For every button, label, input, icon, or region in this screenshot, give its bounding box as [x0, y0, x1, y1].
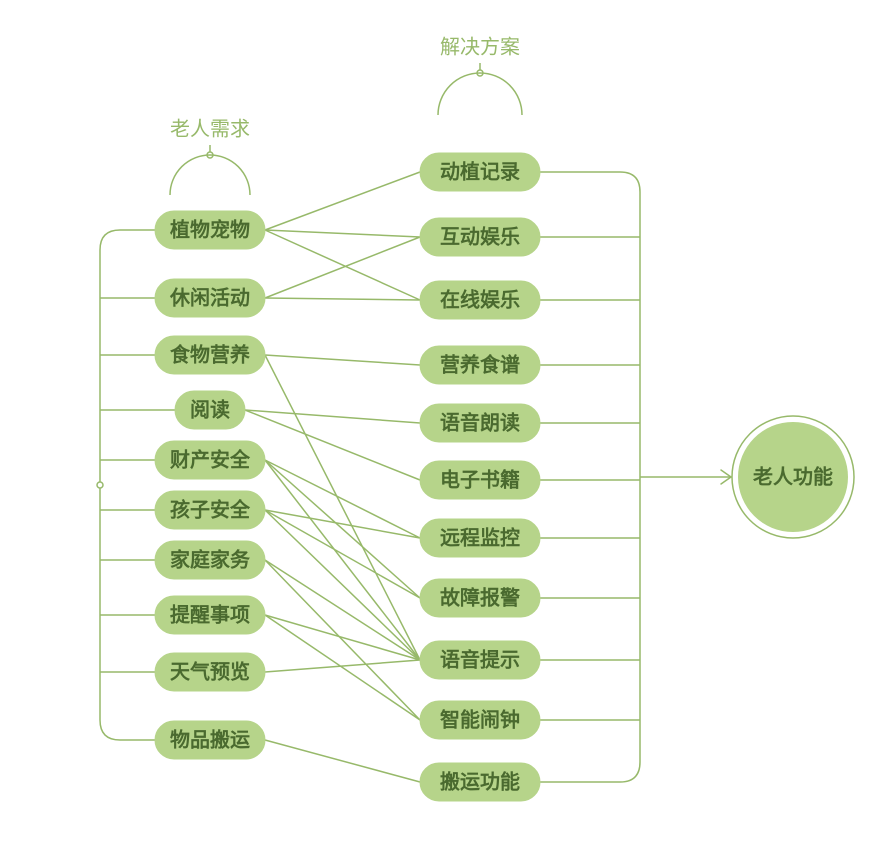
- result-node: 老人功能: [732, 416, 854, 538]
- needs-node-label: 天气预览: [170, 659, 250, 683]
- solution-node: 搬运功能: [420, 763, 540, 801]
- result-label: 老人功能: [753, 464, 833, 488]
- solution-node: 语音朗读: [420, 404, 540, 442]
- column-header-label: 老人需求: [170, 117, 250, 140]
- needs-node-label: 阅读: [190, 397, 230, 421]
- needs-node: 财产安全: [155, 441, 265, 479]
- solution-node: 语音提示: [420, 641, 540, 679]
- solution-node: 动植记录: [420, 153, 540, 191]
- needs-node-label: 家庭家务: [170, 547, 251, 571]
- needs-node-label: 植物宠物: [170, 217, 250, 241]
- needs-node: 家庭家务: [155, 541, 265, 579]
- needs-node: 提醒事项: [155, 596, 265, 634]
- solution-node-label: 搬运功能: [440, 769, 520, 793]
- solution-node-label: 故障报警: [440, 585, 520, 609]
- column-header-label: 解决方案: [440, 35, 520, 58]
- needs-node-label: 财产安全: [170, 447, 251, 471]
- solution-node-label: 在线娱乐: [440, 287, 520, 311]
- solution-node: 互动娱乐: [420, 218, 540, 256]
- solution-node: 在线娱乐: [420, 281, 540, 319]
- needs-node-label: 食物营养: [170, 342, 250, 366]
- solution-node-label: 营养食谱: [440, 352, 520, 376]
- solution-node-label: 远程监控: [440, 525, 520, 549]
- needs-node-label: 提醒事项: [170, 602, 250, 626]
- solution-node: 电子书籍: [420, 461, 540, 499]
- diagram-root: 老人需求 解决方案植物宠物休闲活动食物营养阅读财产安全孩子安全家庭家务提醒事项天气…: [0, 0, 882, 861]
- needs-node: 休闲活动: [155, 279, 265, 317]
- solution-node-label: 电子书籍: [440, 467, 520, 491]
- needs-node-label: 孩子安全: [170, 497, 251, 521]
- solution-node: 智能闹钟: [420, 701, 540, 739]
- solution-node-label: 语音朗读: [440, 410, 520, 434]
- solution-node-label: 智能闹钟: [440, 707, 520, 731]
- solution-node-label: 互动娱乐: [440, 225, 520, 248]
- solution-node: 远程监控: [420, 519, 540, 557]
- needs-node: 孩子安全: [155, 491, 265, 529]
- solution-node-label: 语音提示: [440, 647, 520, 671]
- needs-node: 天气预览: [155, 653, 265, 691]
- needs-node: 植物宠物: [155, 211, 265, 249]
- needs-node-label: 休闲活动: [169, 285, 250, 309]
- solution-node-label: 动植记录: [440, 159, 520, 183]
- needs-node-label: 物品搬运: [170, 727, 250, 751]
- needs-node: 物品搬运: [155, 721, 265, 759]
- needs-node: 食物营养: [155, 336, 265, 374]
- solution-node: 营养食谱: [420, 346, 540, 384]
- diagram-svg: 老人需求 解决方案植物宠物休闲活动食物营养阅读财产安全孩子安全家庭家务提醒事项天气…: [0, 0, 882, 861]
- needs-node: 阅读: [175, 391, 245, 429]
- solution-node: 故障报警: [420, 579, 540, 617]
